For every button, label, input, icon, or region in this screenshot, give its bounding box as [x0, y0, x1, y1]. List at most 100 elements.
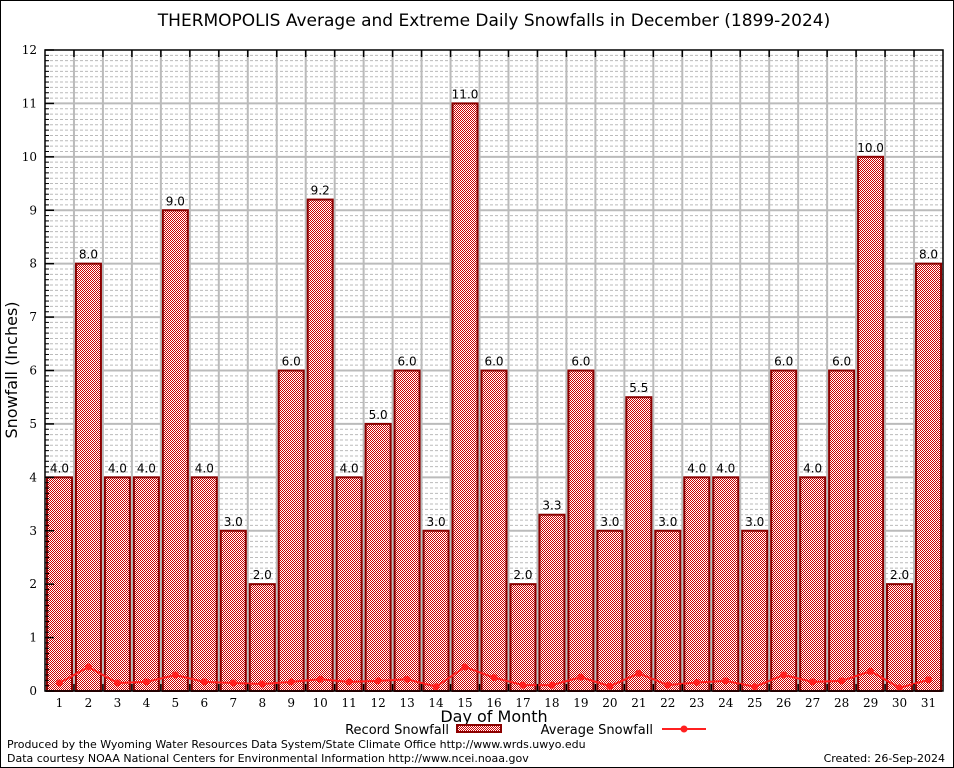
bar-value-label: 4.0 — [687, 461, 706, 475]
y-tick-label: 8 — [29, 257, 37, 271]
x-tick-label: 6 — [201, 696, 209, 710]
average-point-day-9 — [287, 678, 295, 686]
bar-value-label: 3.0 — [745, 515, 764, 529]
bar-day-30 — [886, 583, 914, 693]
bar-day-15 — [451, 102, 479, 692]
bars — [45, 102, 943, 693]
average-point-day-24 — [722, 677, 730, 685]
average-point-day-11 — [345, 678, 353, 686]
bar-value-label: 8.0 — [79, 248, 98, 262]
bar-value-label: 6.0 — [282, 355, 301, 369]
x-axis-label: Day of Month — [440, 707, 547, 726]
average-point-day-6 — [200, 678, 208, 686]
bar-day-24 — [712, 476, 740, 693]
bar-day-26 — [770, 369, 798, 692]
bar-day-4 — [132, 476, 160, 693]
average-point-day-16 — [490, 674, 498, 682]
bar-value-label: 2.0 — [890, 568, 909, 582]
x-tick-label: 28 — [834, 696, 849, 710]
x-tick-label: 3 — [114, 696, 122, 710]
x-tick-label: 10 — [313, 696, 328, 710]
bar-value-label: 11.0 — [452, 87, 479, 101]
bar-value-label: 6.0 — [398, 355, 417, 369]
bar-day-18 — [538, 513, 566, 692]
bar-value-label: 4.0 — [803, 461, 822, 475]
average-point-day-25 — [751, 683, 759, 691]
bar-value-label: 4.0 — [716, 461, 735, 475]
x-tick-label: 1 — [56, 696, 64, 710]
x-tick-label: 14 — [428, 696, 444, 710]
y-tick-label: 3 — [29, 524, 37, 538]
x-tick-label: 15 — [457, 696, 472, 710]
y-tick-label: 4 — [29, 470, 37, 484]
bar-day-3 — [103, 476, 131, 693]
average-point-day-20 — [606, 682, 614, 690]
bar-day-7 — [219, 529, 247, 692]
y-axis-label: Snowfall (Inches) — [2, 301, 21, 438]
bar-day-14 — [422, 529, 450, 692]
x-tick-label: 29 — [863, 696, 878, 710]
bar-value-label: 6.0 — [774, 355, 793, 369]
average-line — [55, 663, 933, 692]
y-tick-label: 2 — [29, 577, 37, 591]
average-point-day-8 — [258, 680, 266, 688]
bar-value-label: 4.0 — [195, 461, 214, 475]
bar-day-28 — [828, 369, 856, 692]
bar-day-5 — [161, 209, 189, 692]
average-point-day-1 — [55, 679, 63, 687]
x-tick-label: 21 — [631, 696, 646, 710]
x-tick-label: 25 — [747, 696, 762, 710]
bar-value-label: 3.0 — [658, 515, 677, 529]
x-tick-label: 8 — [258, 696, 266, 710]
y-tick-label: 10 — [22, 150, 37, 164]
average-point-day-17 — [519, 681, 527, 689]
y-tick-label: 5 — [29, 417, 37, 431]
bar-day-25 — [741, 529, 769, 692]
bar-value-label: 9.2 — [311, 184, 330, 198]
bar-day-11 — [335, 476, 363, 693]
bar-value-label: 3.0 — [224, 515, 243, 529]
legend-average-label: Average Snowfall — [541, 723, 653, 738]
bar-value-label: 2.0 — [513, 568, 532, 582]
average-point-day-28 — [838, 677, 846, 685]
x-tick-label: 11 — [342, 696, 357, 710]
y-tick-label: 0 — [29, 684, 37, 698]
x-tick-label: 13 — [399, 696, 414, 710]
y-tick-label: 1 — [29, 631, 37, 645]
bar-day-23 — [683, 476, 711, 693]
bar-value-label: 2.0 — [253, 568, 272, 582]
average-point-day-5 — [171, 671, 179, 679]
average-point-day-4 — [142, 678, 150, 686]
bar-day-10 — [306, 198, 334, 692]
bar-day-6 — [190, 476, 218, 693]
x-tick-label: 4 — [143, 696, 151, 710]
bar-value-label: 6.0 — [571, 355, 590, 369]
legend-record-label: Record Snowfall — [345, 723, 449, 738]
average-point-day-3 — [113, 679, 121, 687]
average-point-day-10 — [316, 675, 324, 683]
bar-value-label: 10.0 — [857, 141, 884, 155]
x-tick-label: 24 — [718, 696, 734, 710]
bar-day-22 — [654, 529, 682, 692]
average-point-day-18 — [548, 681, 556, 689]
bar-value-label: 8.0 — [919, 248, 938, 262]
y-tick-label: 9 — [29, 203, 37, 217]
y-tick-label: 11 — [22, 96, 37, 110]
bar-value-label: 3.0 — [427, 515, 446, 529]
bar-day-2 — [74, 262, 102, 692]
footer-data-source: Data courtesy NOAA National Centers for … — [7, 752, 529, 765]
legend: Record Snowfall Average Snowfall — [345, 723, 706, 738]
x-tick-label: 12 — [370, 696, 385, 710]
bar-day-29 — [857, 155, 885, 693]
bar-value-label: 9.0 — [166, 194, 185, 208]
x-tick-label: 23 — [689, 696, 704, 710]
average-point-day-23 — [693, 678, 701, 686]
footer-created: Created: 26-Sep-2024 — [823, 752, 945, 765]
x-tick-label: 5 — [172, 696, 180, 710]
bar-day-27 — [799, 476, 827, 693]
legend-average-marker — [680, 725, 688, 733]
bar-labels: 4.0 8.0 4.0 4.0 9.0 4.0 3.0 2.0 6.0 9.2 4.0 5.0 6.0 3… — [50, 87, 938, 582]
x-tick-label: 16 — [486, 696, 501, 710]
bar-value-label: 6.0 — [484, 355, 503, 369]
